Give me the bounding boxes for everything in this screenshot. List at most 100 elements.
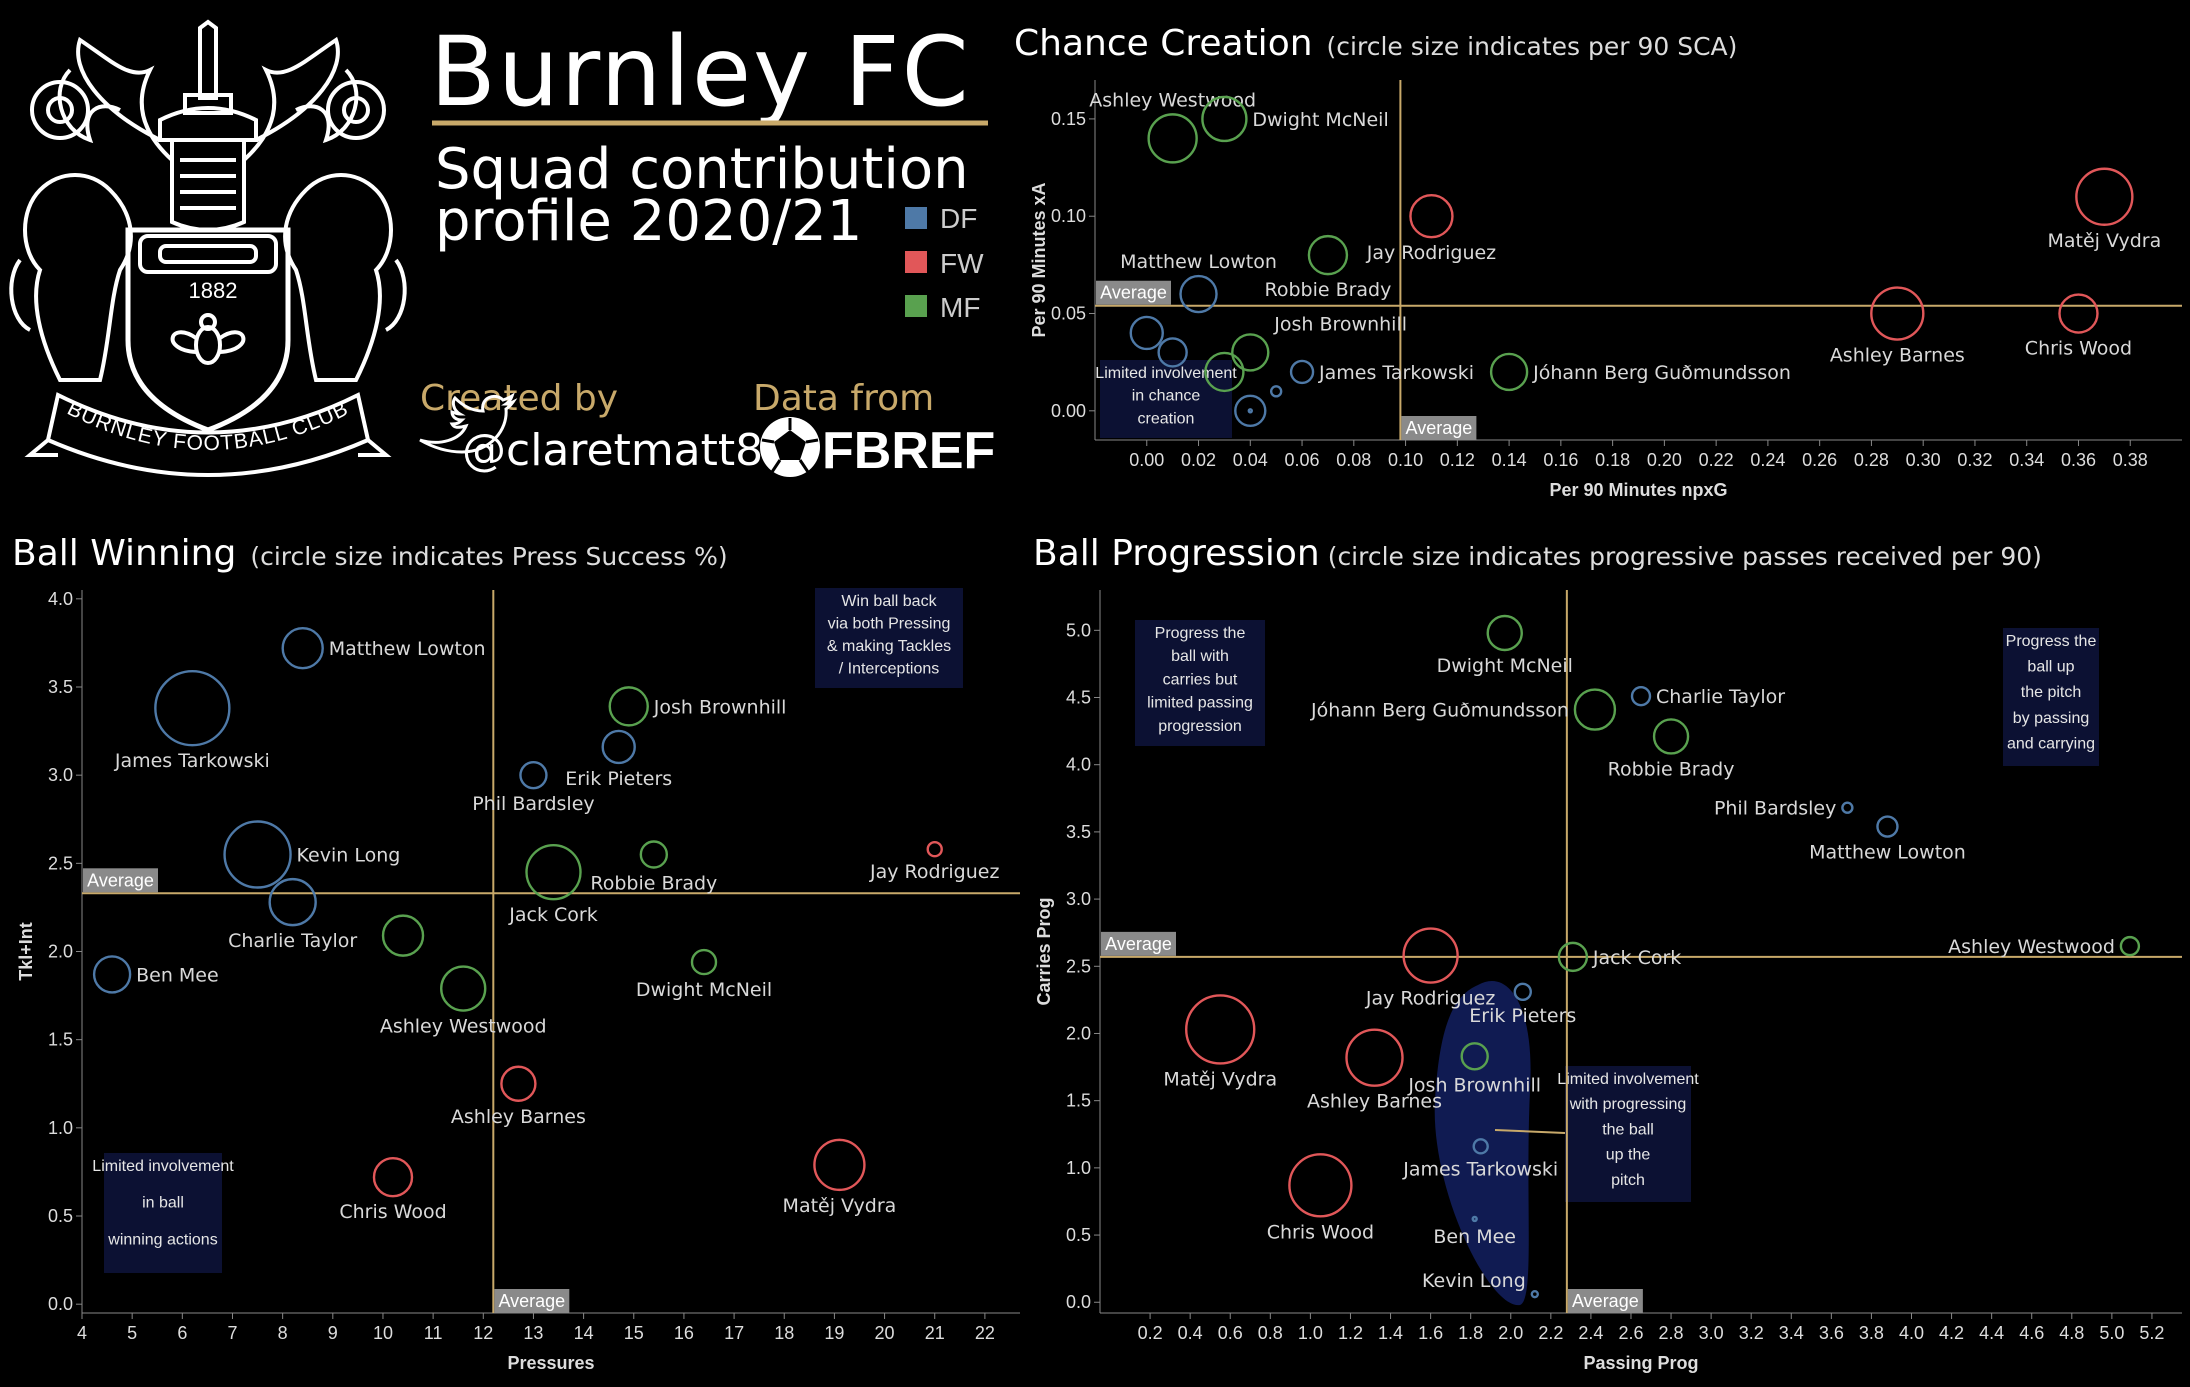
y-tick-label: 0.5 [1066,1225,1091,1245]
player-point[interactable] [1234,394,1267,428]
x-axis-label: Passing Prog [1583,1353,1698,1373]
player-point[interactable] [1307,234,1349,276]
player-point[interactable] [2119,935,2141,957]
x-tick-label: 1.0 [1298,1323,1323,1343]
x-tick-label: 2.0 [1498,1323,1523,1343]
x-tick-label: 0.2 [1138,1323,1163,1343]
player-point[interactable] [2075,167,2134,226]
player-label: Jay Rodriguez [1366,242,1496,264]
y-tick-label: 4.0 [48,589,73,609]
player-point[interactable] [601,729,636,765]
page-title: Burnley FC [430,16,971,128]
player-point[interactable] [1289,359,1315,385]
player-point[interactable] [1185,994,1256,1065]
y-tick-label: 3.5 [48,677,73,697]
x-tick-label: 3.6 [1819,1323,1844,1343]
ball-winning-title: Ball Winning (circle size indicates Press… [12,533,728,574]
player-point[interactable] [1231,333,1270,372]
y-tick-label: 0.0 [48,1294,73,1314]
player-point[interactable] [1486,614,1523,652]
player-point[interactable] [1409,194,1454,239]
player-point[interactable] [1630,685,1652,707]
average-tag-horizontal: Average [1105,934,1172,954]
player-point[interactable] [1652,718,1690,755]
average-tag-bg [494,1289,570,1313]
player-point[interactable] [690,948,718,976]
player-point[interactable] [1288,1153,1353,1218]
player-point[interactable] [525,843,582,901]
player-point[interactable] [500,1065,537,1102]
player-label: Ashley Westwood [1089,89,1256,111]
player-point[interactable] [639,840,669,869]
player-point[interactable] [1147,113,1198,164]
player-point[interactable] [1129,315,1164,351]
player-point[interactable] [2058,293,2099,334]
player-point[interactable] [1513,982,1532,1002]
player-point[interactable] [1841,801,1854,814]
player-label: Ashley Barnes [1307,1091,1442,1113]
player-point[interactable] [1201,95,1248,143]
x-tick-label: 0.36 [2061,450,2096,470]
player-label: Jack Cork [508,904,597,926]
player-point[interactable] [1269,385,1283,398]
x-tick-label: 0.24 [1750,450,1785,470]
x-tick-label: 0.4 [1178,1323,1203,1343]
x-tick-label: 4.8 [2059,1323,2084,1343]
player-point[interactable] [223,820,292,889]
player-point[interactable] [1573,688,1617,731]
player-point[interactable] [519,760,548,790]
player-label: Matěj Vydra [1163,1068,1277,1090]
player-point[interactable] [608,686,649,727]
player-point[interactable] [281,626,324,670]
x-tick-label: 0.30 [1906,450,1941,470]
player-point[interactable] [1247,408,1253,414]
player-point[interactable] [1179,274,1218,314]
player-point[interactable] [1204,351,1245,393]
x-tick-label: 0.28 [1854,450,1889,470]
twitter-handle[interactable]: @claretmatt87 [462,425,791,476]
player-label: Chris Wood [1267,1221,1374,1243]
player-label: Kevin Long [1422,1270,1526,1292]
player-point[interactable] [1557,941,1589,973]
player-point[interactable] [1472,1138,1489,1155]
player-point[interactable] [268,877,317,927]
player-point[interactable] [1157,337,1188,368]
x-tick-label: 10 [373,1323,393,1343]
player-label: Jóhann Berg Guðmundsson [1310,700,1569,722]
player-point[interactable] [1870,286,1925,341]
x-tick-label: 13 [523,1323,543,1343]
player-point[interactable] [1471,1215,1478,1223]
x-tick-label: 0.18 [1595,450,1630,470]
player-label: Ben Mee [1433,1226,1516,1248]
x-tick-label: 18 [774,1323,794,1343]
annotation-box [1135,620,1265,746]
player-point[interactable] [372,1157,414,1198]
x-tick-label: 5.2 [2139,1323,2164,1343]
player-point[interactable] [1530,1289,1540,1299]
crest-year: 1882 [189,278,238,303]
x-tick-label: 0.08 [1336,450,1371,470]
x-tick-label: 19 [824,1323,844,1343]
player-point[interactable] [92,955,132,994]
y-tick-label: 4.0 [1066,755,1091,775]
player-point[interactable] [1489,352,1529,392]
player-point[interactable] [1402,927,1459,984]
x-tick-label: 0.16 [1543,450,1578,470]
y-tick-label: 3.0 [1066,889,1091,909]
player-point[interactable] [1345,1028,1404,1087]
player-point[interactable] [154,669,231,747]
player-label: Josh Brownhill [653,696,787,718]
player-point[interactable] [926,841,943,858]
annotation-text: Progress the ball up the pitch by passing an… [2006,633,2097,752]
player-point[interactable] [440,965,487,1012]
x-axis-label: Pressures [507,1353,594,1373]
y-tick-label: 1.5 [48,1030,73,1050]
player-point[interactable] [813,1138,866,1192]
player-point[interactable] [381,914,425,957]
player-point[interactable] [1876,815,1899,838]
player-label: Ashley Barnes [451,1106,586,1128]
player-point[interactable] [1460,1042,1489,1071]
x-tick-label: 0.26 [1802,450,1837,470]
player-label: Matěj Vydra [2047,230,2161,252]
